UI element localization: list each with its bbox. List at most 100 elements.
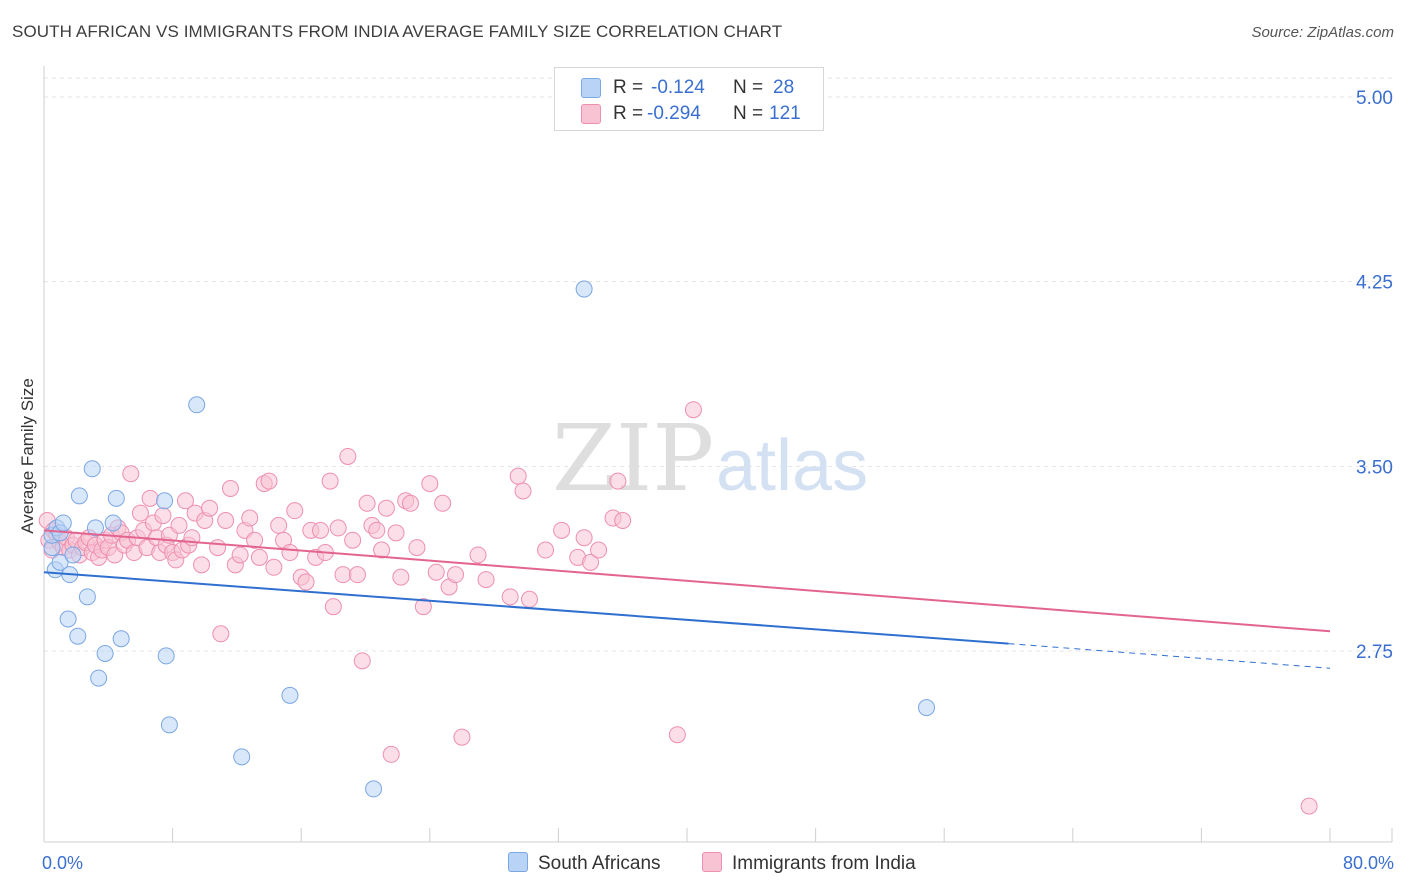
data-point: [373, 541, 391, 559]
y-tick-labels: 2.75 3.50 4.25 5.00: [1356, 88, 1393, 663]
data-point: [348, 566, 366, 584]
data-point: [246, 531, 264, 549]
data-point: [90, 669, 108, 687]
data-point: [553, 521, 571, 539]
watermark: ZIP atlas: [552, 405, 868, 512]
trend-lines: [43, 529, 1331, 669]
data-point: [501, 588, 519, 606]
data-point: [131, 504, 149, 522]
y-axis-label: Average Family Size: [18, 378, 37, 534]
data-point: [51, 553, 69, 571]
data-point: [265, 558, 283, 576]
data-point: [209, 539, 227, 557]
data-point: [609, 472, 627, 490]
chart-title: SOUTH AFRICAN VS IMMIGRANTS FROM INDIA A…: [12, 22, 783, 41]
data-point: [96, 644, 114, 662]
data-point: [281, 686, 299, 704]
data-point: [582, 553, 600, 571]
legend-n-label: N =: [733, 103, 764, 124]
data-point: [324, 598, 342, 616]
data-point: [469, 546, 487, 564]
data-point: [281, 544, 299, 562]
data-point: [668, 726, 686, 744]
data-point: [64, 546, 82, 564]
data-point: [477, 571, 495, 589]
data-point: [233, 748, 251, 766]
data-point: [1300, 797, 1318, 815]
data-point: [176, 492, 194, 510]
trend-line-immigrants-from-india: [43, 529, 1331, 633]
data-point: [221, 479, 239, 497]
data-point: [157, 647, 175, 665]
data-point: [344, 531, 362, 549]
data-point: [112, 630, 130, 648]
legend-r-label: R =: [613, 103, 644, 124]
y-tick-label: 4.25: [1356, 273, 1393, 294]
legend-r-label: R =: [613, 77, 644, 98]
bottom-legend-swatch-blue: [508, 852, 528, 872]
data-point: [212, 625, 230, 643]
data-point: [260, 472, 278, 490]
data-point: [154, 507, 172, 525]
data-point: [59, 610, 77, 628]
x-axis-min-label: 0.0%: [42, 853, 84, 873]
data-point: [250, 548, 268, 566]
data-point: [270, 516, 288, 534]
data-point: [387, 524, 405, 542]
data-point: [514, 482, 532, 500]
x-axis-max-label: 80.0%: [1342, 853, 1394, 873]
data-point: [509, 467, 527, 485]
data-point: [69, 627, 87, 645]
y-tick-label: 2.75: [1356, 642, 1393, 663]
data-point: [520, 590, 538, 608]
data-point: [402, 494, 420, 512]
data-point: [311, 521, 329, 539]
data-point: [86, 519, 104, 537]
data-point: [421, 475, 439, 493]
data-point: [83, 460, 101, 478]
bottom-legend-immigrants-from-india: Immigrants from India: [702, 852, 916, 875]
bottom-legend-south-africans: South Africans: [508, 852, 661, 875]
trend-line-south-africans-extension: [1008, 643, 1331, 669]
watermark-zip: ZIP: [552, 405, 714, 512]
trend-line-south-africans: [43, 571, 1009, 645]
data-point: [321, 472, 339, 490]
data-point: [193, 556, 211, 574]
gridlines: [44, 77, 1392, 652]
data-point: [188, 396, 206, 414]
y-tick-label: 3.50: [1356, 457, 1393, 478]
data-point: [104, 514, 122, 532]
data-point: [70, 487, 88, 505]
data-point: [575, 280, 593, 298]
data-point: [160, 716, 178, 734]
bottom-legend-label: Immigrants from India: [732, 853, 916, 874]
correlation-legend: R = -0.124 N = 28 R = -0.294 N = 121: [554, 67, 824, 131]
data-point: [377, 499, 395, 517]
legend-r-value: -0.124: [651, 77, 705, 98]
legend-n-value: 28: [773, 77, 795, 98]
data-point: [141, 489, 159, 507]
data-point: [231, 546, 249, 564]
data-point: [918, 699, 936, 717]
series-immigrants-from-india: [38, 401, 1318, 815]
legend-n-label: N =: [733, 77, 764, 98]
data-point: [537, 541, 555, 559]
legend-r-value: -0.294: [647, 103, 701, 124]
data-point: [156, 492, 174, 510]
data-point: [170, 516, 188, 534]
legend-swatch-pink: [581, 104, 601, 124]
legend-row-south-africans: R = -0.124 N = 28: [555, 75, 823, 101]
data-point: [614, 512, 632, 530]
data-point: [358, 494, 376, 512]
data-point: [453, 728, 471, 746]
data-point: [382, 745, 400, 763]
data-point: [353, 652, 371, 670]
data-point: [414, 598, 432, 616]
data-point: [392, 568, 410, 586]
data-point: [575, 529, 593, 547]
data-point: [427, 563, 445, 581]
data-point: [408, 539, 426, 557]
data-point: [365, 780, 383, 798]
data-point: [122, 465, 140, 483]
